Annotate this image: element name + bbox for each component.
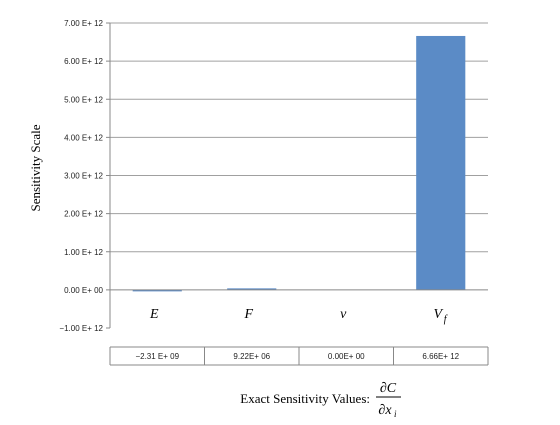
y-axis-ticks: 7.00 E+ 12 6.00 E+ 12 5.00 E+ 12 4.00 E+ 12… (59, 19, 110, 333)
bars (132, 35, 466, 292)
category-label: V (433, 307, 443, 322)
y-tick-label: −1.00 E+ 12 (59, 324, 103, 333)
table-value: 9.22E+ 06 (233, 352, 270, 361)
y-tick-label: 7.00 E+ 12 (64, 19, 103, 28)
fraction-denominator-subscript: i (394, 409, 397, 419)
data-table: −2.31 E+ 09 9.22E+ 06 0.00E+ 00 6.66E+ 12 (109, 346, 489, 366)
axes (109, 23, 488, 328)
category-label: ν (340, 307, 347, 322)
gridlines (110, 22, 488, 253)
table-value: 0.00E+ 00 (328, 352, 365, 361)
x-axis-label: Exact Sensitivity Values: ∂C ∂x i (240, 381, 401, 419)
bar-4 (416, 35, 466, 290)
y-tick-label: 6.00 E+ 12 (64, 57, 103, 66)
bar-1 (132, 289, 182, 292)
category-subscript: f (444, 314, 448, 325)
fraction-numerator: ∂C (380, 381, 397, 396)
y-tick-label: 3.00 E+ 12 (64, 172, 103, 181)
table-value: 6.66E+ 12 (422, 352, 459, 361)
table-value: −2.31 E+ 09 (135, 352, 179, 361)
category-label: E (149, 307, 159, 322)
category-label: F (243, 307, 253, 322)
y-tick-label: 4.00 E+ 12 (64, 133, 103, 142)
y-tick-label: 0.00 E+ 00 (64, 286, 103, 295)
x-axis-label-text: Exact Sensitivity Values: (240, 391, 370, 406)
y-tick-label: 5.00 E+ 12 (64, 95, 103, 104)
bar-2 (227, 288, 277, 290)
fraction-denominator: ∂x (378, 403, 392, 418)
y-tick-label: 2.00 E+ 12 (64, 210, 103, 219)
y-axis-label: Sensitivity Scale (28, 124, 43, 211)
y-tick-label: 1.00 E+ 12 (64, 248, 103, 257)
